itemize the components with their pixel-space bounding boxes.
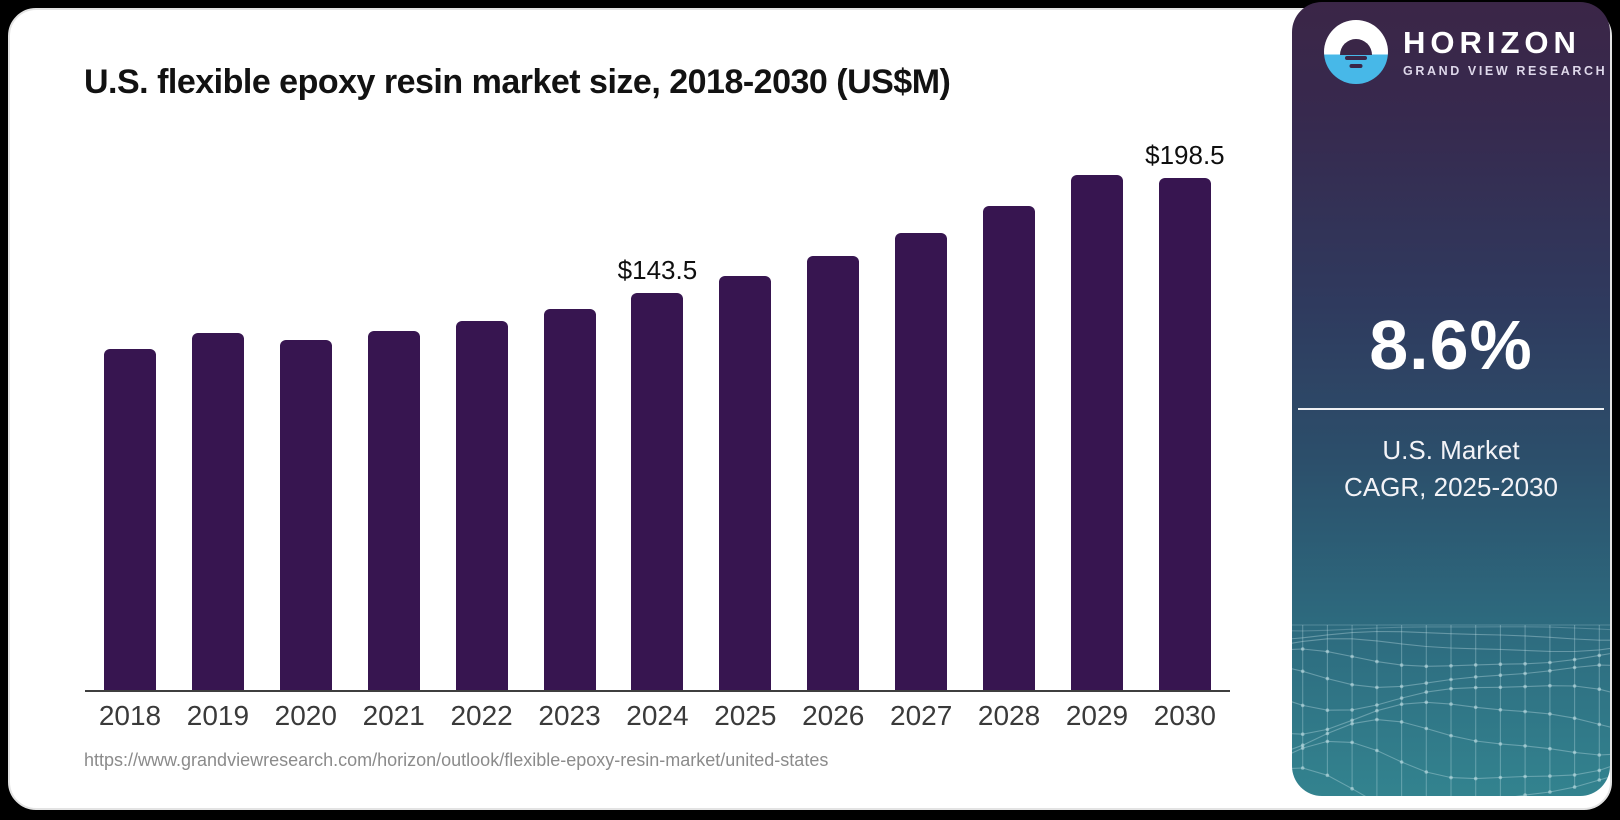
bar-2030	[1158, 178, 1211, 690]
bar-2025	[719, 276, 772, 690]
data-label-2030: $198.5	[1145, 140, 1225, 170]
x-tick-2029: 2029	[1065, 700, 1129, 731]
bar-slot-2028	[974, 140, 1044, 690]
bar-2018	[104, 349, 156, 690]
bar-2022	[455, 321, 508, 690]
x-tick-2022: 2022	[450, 700, 513, 731]
x-tick-2020: 2020	[274, 700, 337, 731]
cagr-label-line2: CAGR, 2025-2030	[1344, 471, 1558, 502]
bar-2027	[895, 232, 948, 690]
bar-2020	[279, 339, 332, 690]
cagr-value: 8.6%	[1369, 306, 1533, 384]
logo-sun-icon	[1340, 38, 1372, 55]
sidebar: HORIZON GRAND VIEW RESEARCH 8.6% U.S. Ma…	[1292, 2, 1610, 796]
x-axis-labels: 2018 2019 2020 2021 2022 2023 2024 2025 2026 2027…	[85, 700, 1230, 732]
data-label-2024: $143.5	[617, 255, 698, 286]
bar-slot-2027	[886, 140, 956, 690]
bar-2019	[191, 332, 244, 690]
divider	[1298, 408, 1604, 410]
bar-slot-2022	[447, 140, 517, 690]
bar-2026	[807, 256, 860, 690]
logo-line-icon	[1349, 63, 1363, 68]
bar-slot-2021	[359, 140, 429, 690]
bar-2023	[543, 308, 596, 690]
brand: HORIZON GRAND VIEW RESEARCH	[1292, 2, 1610, 84]
cagr-label: U.S. Market CAGR, 2025-2030	[1292, 432, 1610, 506]
horizon-logo-icon	[1324, 20, 1388, 84]
x-tick-2030: 2030	[1153, 700, 1217, 731]
brand-tagline: GRAND VIEW RESEARCH	[1403, 63, 1608, 78]
bar-2024	[631, 293, 684, 690]
logo-line-icon	[1345, 55, 1367, 60]
cagr-block: 8.6% U.S. Market CAGR, 2025-2030	[1292, 310, 1610, 506]
brand-name: HORIZON	[1403, 24, 1581, 60]
x-tick-2028: 2028	[977, 700, 1041, 731]
wireframe-mesh-decoration	[1292, 624, 1610, 796]
x-tick-2021: 2021	[362, 700, 425, 731]
bar-slot-2020	[271, 140, 341, 690]
x-tick-2024: 2024	[626, 700, 689, 731]
bar-slot-2019	[183, 140, 253, 690]
bar-slot-2029	[1062, 140, 1132, 690]
x-tick-2027: 2027	[890, 700, 953, 731]
bar-slot-2023	[535, 140, 605, 690]
x-tick-2018: 2018	[98, 700, 162, 731]
bar-slot-2025	[710, 140, 780, 690]
bar-2028	[983, 206, 1036, 690]
bars-area: $143.5 $198.5	[85, 140, 1230, 692]
bar-slot-2024: $143.5	[618, 140, 697, 690]
x-tick-2023: 2023	[538, 700, 601, 731]
x-tick-2026: 2026	[802, 700, 865, 731]
bar-2021	[367, 331, 420, 690]
bar-slot-2026	[798, 140, 868, 690]
x-tick-2019: 2019	[186, 700, 250, 731]
brand-text: HORIZON GRAND VIEW RESEARCH	[1403, 27, 1607, 78]
chart-title: U.S. flexible epoxy resin market size, 2…	[84, 62, 951, 101]
bar-slot-2018	[95, 140, 165, 690]
cagr-label-line1: U.S. Market	[1382, 435, 1520, 465]
bar-chart: $143.5 $198.5 2018 2019 2020 2021 2022 2023 202…	[85, 140, 1230, 731]
bar-2029	[1070, 175, 1123, 690]
bar-slot-2030: $198.5	[1145, 140, 1225, 690]
x-tick-2025: 2025	[714, 700, 777, 731]
source-url: https://www.grandviewresearch.com/horizo…	[84, 750, 829, 770]
